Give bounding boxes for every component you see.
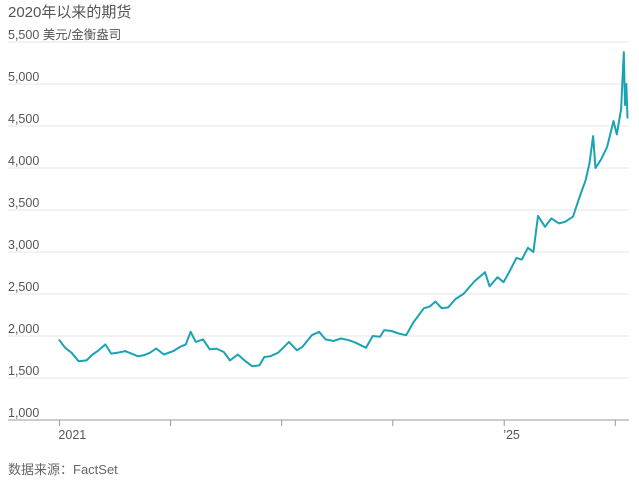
source-note: 数据来源：FactSet — [8, 462, 118, 477]
series-layer — [58, 51, 629, 368]
y-tick-label: 4,500 — [8, 112, 39, 126]
y-tick-label: 3,500 — [8, 196, 39, 210]
y-axis-labels: 1,000 1,500 2,000 2,500 3,000 3,500 4,000 4,500… — [8, 27, 121, 420]
x-axis: 2021 ’25 — [8, 419, 629, 442]
gridlines — [8, 41, 629, 379]
y-tick-label: 5,500 美元/金衡盎司 — [8, 27, 121, 42]
series-line — [58, 51, 629, 368]
y-tick-label: 2,500 — [8, 280, 39, 294]
chart-title: 2020年以来的期货 — [8, 4, 132, 21]
x-tick-label: ’25 — [503, 428, 520, 442]
y-tick-label: 3,000 — [8, 238, 39, 252]
y-tick-label: 1,500 — [8, 364, 39, 378]
x-tick-label: 2021 — [58, 428, 86, 442]
y-tick-label: 4,000 — [8, 154, 39, 168]
y-tick-label: 5,000 — [8, 70, 39, 84]
y-tick-label: 2,000 — [8, 322, 39, 336]
y-tick-label: 1,000 — [8, 406, 39, 420]
